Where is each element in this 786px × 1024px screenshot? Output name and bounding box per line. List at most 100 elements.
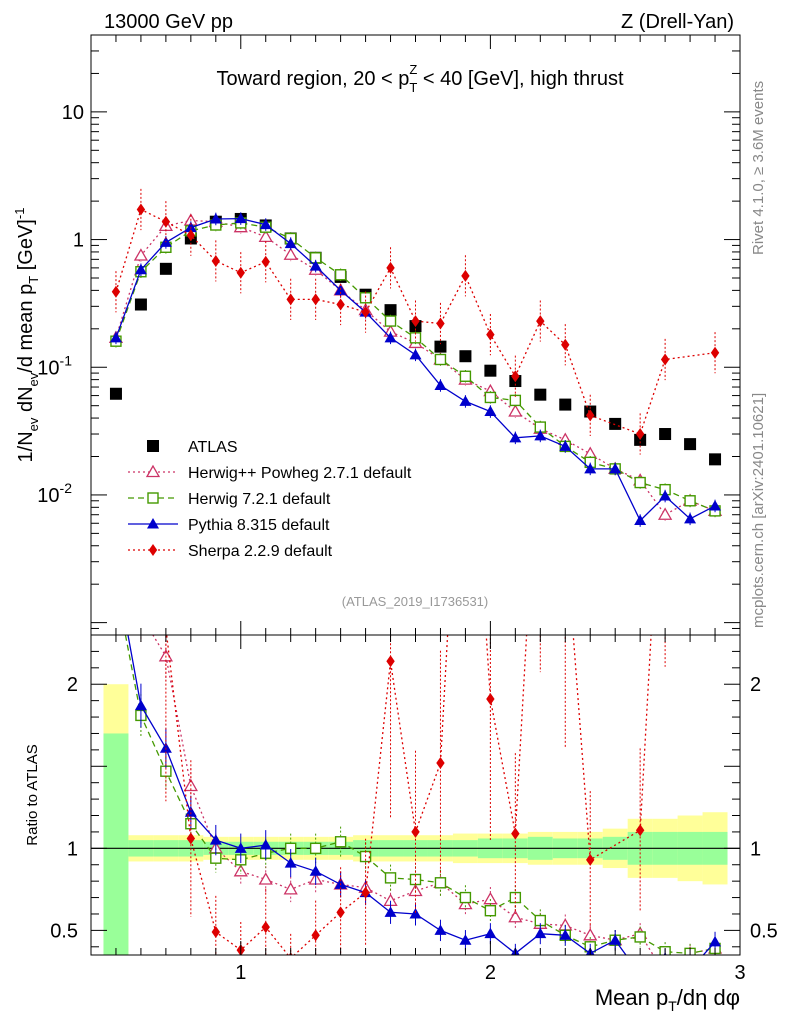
data-point (336, 298, 345, 311)
x-tick-label: 3 (734, 962, 745, 984)
y-label-exp: -1 (12, 208, 27, 220)
data-point (134, 263, 147, 275)
ratio-point (458, 896, 473, 910)
data-point (634, 476, 646, 489)
ratio-tick-label: 1 (67, 838, 78, 860)
ratio-point (110, 563, 122, 574)
y-tick-base: 10 (37, 485, 59, 507)
legend-entry: Sherpa 2.2.9 default (128, 543, 333, 560)
data-point (434, 340, 447, 353)
data-point (211, 254, 221, 267)
data-point (234, 212, 247, 224)
y-tick-exp: -2 (60, 480, 73, 496)
data-point (136, 203, 146, 216)
data-point (434, 353, 447, 366)
ratio-point (336, 906, 345, 919)
data-point (261, 255, 270, 268)
data-point (559, 398, 572, 411)
plot-title-suffix: < 40 [GeV], high thrust (417, 68, 624, 90)
ratio-point (511, 827, 520, 840)
ratio-point (135, 609, 147, 620)
plot-title-sub: T (409, 80, 417, 95)
data-point (236, 266, 245, 279)
y-axis-label: 1/Nev dNev/d mean pT [GeV]-1 (12, 208, 41, 463)
legend-label: Pythia 8.315 default (188, 517, 330, 534)
header-right: Z (Drell-Yan) (621, 11, 734, 33)
ratio-point (484, 904, 497, 917)
data-point (484, 405, 497, 417)
legend-marker (147, 440, 159, 452)
data-point (634, 514, 647, 526)
ratio-series-sherpa-2-2-9-default (165, 307, 666, 955)
y-label-ev2: ev (26, 372, 41, 386)
ratio-point (461, 307, 469, 319)
data-point (559, 440, 572, 451)
ratio-point (309, 842, 322, 855)
ratio-point (609, 934, 622, 945)
data-point (134, 298, 147, 311)
ratio-point (209, 834, 222, 845)
ratio-point (409, 907, 422, 919)
data-point (459, 395, 472, 406)
ratio-point (586, 853, 595, 866)
ratio-point (361, 886, 370, 899)
data-point (384, 315, 397, 327)
data-point (461, 269, 470, 282)
y-tick-label: 10-1 (37, 352, 72, 379)
ratio-y-label: Ratio to ATLAS (24, 744, 41, 845)
x-label-b: /dη dφ (677, 985, 740, 1010)
ratio-point (384, 872, 397, 884)
y-tick-base: 10 (37, 357, 59, 379)
data-point (484, 364, 497, 377)
legend-entry: ATLAS (147, 439, 238, 456)
ratio-tick-label-right: 2 (750, 674, 761, 696)
data-point (384, 304, 397, 317)
legend-entry: Pythia 8.315 default (128, 517, 330, 534)
data-point (536, 315, 545, 328)
ratio-point (709, 935, 722, 947)
ratio-point (311, 929, 320, 942)
legend: ATLAS Herwig++ Powheg 2.7.1 default Herwig… (128, 439, 412, 560)
data-point (159, 262, 172, 275)
legend-entry: Herwig 7.2.1 default (128, 491, 331, 508)
legend-label: Herwig++ Powheg 2.7.1 default (188, 465, 412, 482)
data-point (561, 338, 570, 351)
data-point (659, 490, 672, 501)
data-point (484, 391, 497, 404)
data-point (436, 317, 445, 330)
data-point (657, 507, 673, 520)
data-point (709, 499, 722, 511)
data-point (411, 315, 420, 328)
data-point (133, 248, 149, 261)
ratio-point (559, 929, 572, 940)
data-point (109, 387, 122, 400)
x-label-a: Mean p (595, 985, 668, 1010)
x-label-t: T (668, 998, 677, 1014)
data-point (311, 293, 320, 306)
ratio-point (434, 924, 447, 935)
data-point (534, 429, 547, 441)
ratio-point (459, 891, 472, 904)
ratio-point (634, 969, 646, 980)
ratio-point (486, 693, 495, 705)
ratio-point (258, 872, 273, 885)
legend-entry: Herwig++ Powheg 2.7.1 default (128, 464, 412, 482)
data-point (209, 212, 222, 224)
data-point (109, 331, 122, 343)
header-left: 13000 GeV pp (104, 11, 233, 33)
ratio-point (659, 969, 671, 980)
legend-marker (145, 464, 161, 478)
ratio-point (508, 909, 523, 923)
ratio-plot: 1 2 30.5 0.51 12 2 (50, 307, 778, 984)
ratio-point (411, 825, 420, 838)
plot-title: Toward region, 20 < pTZ < 40 [GeV], high… (216, 62, 623, 95)
ratio-point (134, 699, 147, 711)
ratio-point (459, 934, 472, 945)
ratio-tick-label-right: 1 (750, 838, 761, 860)
ratio-point (234, 842, 247, 853)
data-point (459, 350, 472, 363)
data-point (710, 346, 720, 359)
data-point (459, 370, 472, 382)
ratio-tick-label-right: 0.5 (750, 920, 778, 942)
y-tick-exp: -1 (60, 352, 73, 368)
